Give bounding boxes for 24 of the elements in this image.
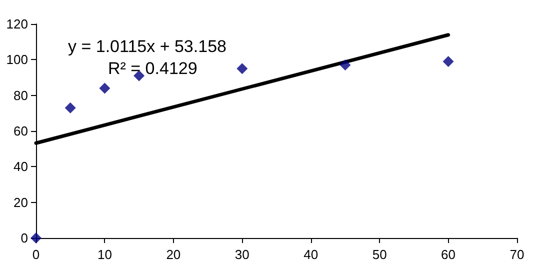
y-tick-label: 40 [14, 159, 28, 174]
x-tick-label: 0 [32, 247, 40, 262]
x-tick-label: 40 [304, 247, 318, 262]
point [30, 232, 42, 244]
point [340, 60, 351, 71]
annotation: y = 1.0115x + 53.158 [68, 37, 226, 56]
x-tick-label: 70 [510, 247, 524, 262]
y-tick-label: 60 [14, 124, 28, 138]
y-tick-label: 0 [20, 230, 28, 246]
x-tick-label: 60 [441, 247, 456, 262]
point [236, 63, 248, 74]
y-tick-label: 100 [6, 52, 28, 68]
y-tick-label: 120 [6, 16, 28, 32]
point [134, 70, 145, 82]
x-tick-label: 20 [166, 247, 181, 262]
y-tick-label: 80 [14, 88, 28, 103]
point [442, 56, 454, 67]
x-tick-label: 10 [97, 247, 112, 262]
point [99, 82, 110, 94]
point [64, 102, 76, 114]
y-tick-label: 20 [14, 194, 28, 210]
x-tick-label: 30 [234, 247, 250, 262]
x-tick-label: 50 [372, 247, 387, 262]
annotation: R² = 0.4129 [108, 59, 198, 78]
